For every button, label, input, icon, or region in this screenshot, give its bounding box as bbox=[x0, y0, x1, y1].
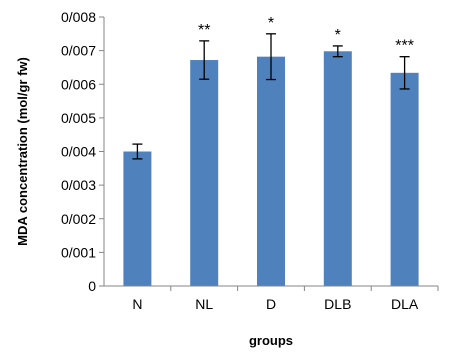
x-axis-title: groups bbox=[249, 333, 293, 348]
x-tick-label: D bbox=[266, 296, 276, 312]
bar-dlb bbox=[323, 51, 352, 286]
y-tick-label: 0/001 bbox=[61, 244, 96, 260]
bar-nl bbox=[190, 60, 219, 286]
x-axis-ticks: N NL D DLB DLA bbox=[132, 286, 439, 312]
y-axis-ticks: 0 0/001 0/002 0/003 0/004 0/005 0/006 0/007 0/00… bbox=[61, 9, 104, 294]
y-tick-label: 0/003 bbox=[61, 177, 96, 193]
x-tick-label: NL bbox=[195, 296, 213, 312]
y-tick-label: 0/002 bbox=[61, 211, 96, 227]
significance-marker: ** bbox=[198, 22, 210, 39]
bars bbox=[123, 51, 419, 286]
y-tick-label: 0 bbox=[88, 278, 96, 294]
bar-dla bbox=[390, 72, 419, 286]
x-tick-label: DLB bbox=[324, 296, 351, 312]
bar-d bbox=[257, 56, 285, 286]
x-tick-label: N bbox=[132, 296, 142, 312]
y-axis-title: MDA concentration (mol/gr fw) bbox=[15, 57, 30, 246]
significance-labels: ** ***** bbox=[198, 15, 414, 55]
y-tick-label: 0/005 bbox=[61, 110, 96, 126]
x-tick-label: DLA bbox=[391, 296, 419, 312]
significance-marker: * bbox=[268, 15, 274, 32]
y-tick-label: 0/008 bbox=[61, 9, 96, 25]
error-bars bbox=[132, 33, 410, 160]
y-tick-label: 0/007 bbox=[61, 43, 96, 59]
significance-marker: *** bbox=[395, 38, 414, 55]
y-tick-label: 0/004 bbox=[61, 144, 96, 160]
bar-n bbox=[123, 151, 152, 286]
y-tick-label: 0/006 bbox=[61, 76, 96, 92]
significance-marker: * bbox=[335, 27, 341, 44]
